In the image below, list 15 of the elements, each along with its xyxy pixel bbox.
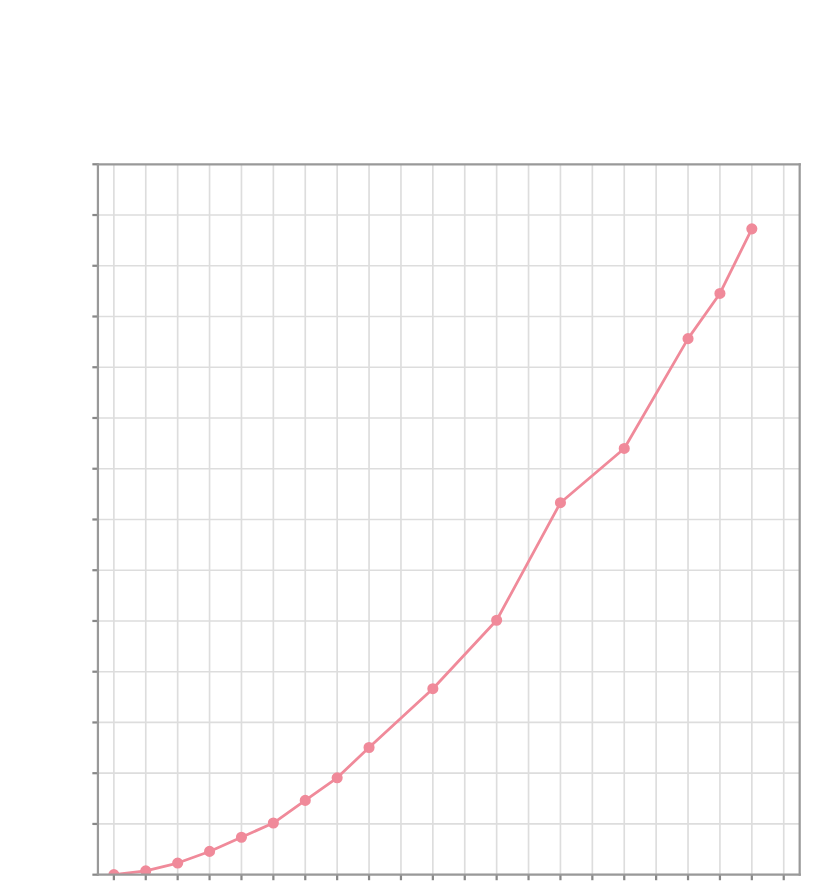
point (204, 845, 216, 857)
point (618, 442, 630, 454)
point (331, 772, 343, 784)
point (682, 333, 694, 345)
point (491, 614, 503, 626)
point (554, 497, 566, 509)
point (714, 287, 726, 299)
point (140, 865, 152, 875)
point (746, 223, 758, 235)
point (299, 794, 311, 806)
point (427, 683, 439, 695)
point (267, 817, 279, 829)
point (172, 857, 184, 869)
point (363, 741, 375, 754)
point (235, 831, 248, 843)
